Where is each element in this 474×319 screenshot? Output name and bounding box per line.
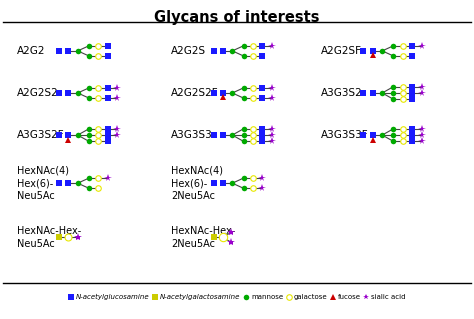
Text: A3G3S3F: A3G3S3F: [321, 130, 369, 140]
Text: Glycans of interests: Glycans of interests: [154, 10, 320, 25]
Text: A3G3S3: A3G3S3: [172, 130, 213, 140]
Text: HexNAc-Hex-
2Neu5Ac: HexNAc-Hex- 2Neu5Ac: [172, 226, 236, 249]
Text: A2G2S: A2G2S: [172, 46, 207, 56]
Text: HexNAc-Hex-
Neu5Ac: HexNAc-Hex- Neu5Ac: [17, 226, 81, 249]
Legend: N-acetylglucosamine, N-acetylgalactosamine, mannose, galactose, fucose, sialic a: N-acetylglucosamine, N-acetylgalactosami…: [66, 291, 408, 303]
Text: A2G2: A2G2: [17, 46, 46, 56]
Text: A3G3S2: A3G3S2: [321, 88, 363, 98]
Text: A2G2S2: A2G2S2: [17, 88, 59, 98]
Text: A2G2S2F: A2G2S2F: [172, 88, 219, 98]
Text: HexNAc(4)
Hex(6)-
2Neu5Ac: HexNAc(4) Hex(6)- 2Neu5Ac: [172, 166, 223, 201]
Text: A2G2SF: A2G2SF: [321, 46, 362, 56]
Text: A3G3S2F: A3G3S2F: [17, 130, 64, 140]
Text: HexNAc(4)
Hex(6)-
Neu5Ac: HexNAc(4) Hex(6)- Neu5Ac: [17, 166, 69, 201]
